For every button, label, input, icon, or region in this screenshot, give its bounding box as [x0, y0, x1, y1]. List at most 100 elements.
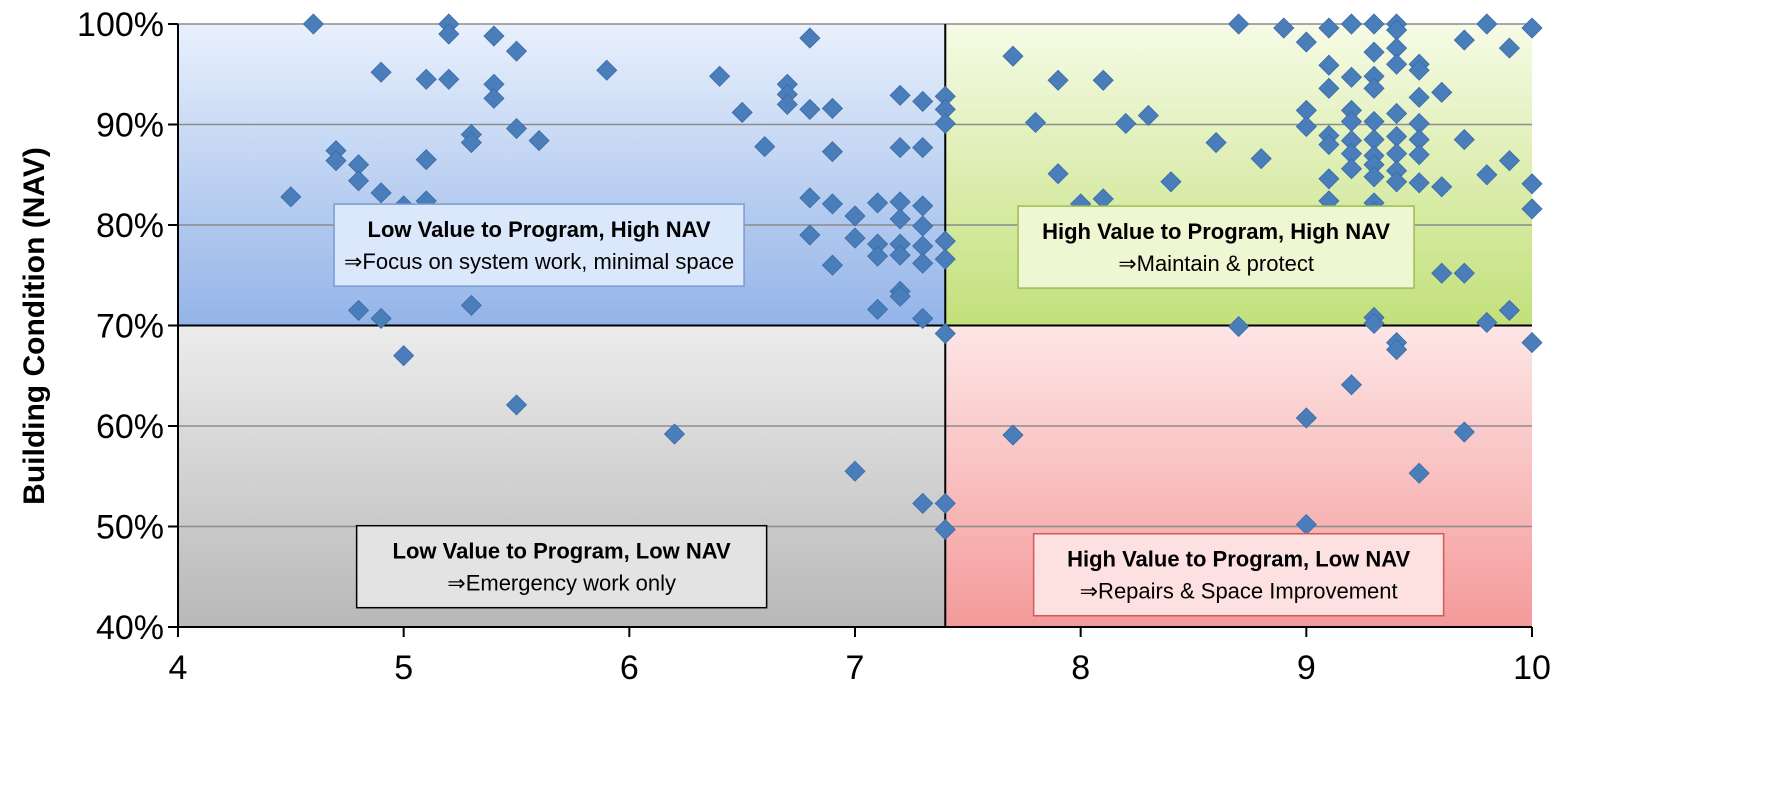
- y-tick-label: 40%: [96, 609, 164, 647]
- data-point: [709, 65, 731, 87]
- data-point: [1431, 176, 1453, 198]
- data-point: [821, 141, 843, 163]
- data-point: [889, 137, 911, 159]
- data-point: [370, 61, 392, 83]
- data-point: [1115, 112, 1137, 135]
- data-point: [912, 90, 934, 112]
- data-point: [1228, 13, 1250, 35]
- data-point: [1408, 144, 1430, 166]
- data-point: [1453, 29, 1475, 51]
- data-point: [370, 307, 392, 330]
- data-point: [1092, 69, 1114, 91]
- data-point: [1408, 462, 1430, 484]
- data-point: [799, 224, 821, 246]
- data-point: [1340, 158, 1363, 180]
- data-point: [1521, 198, 1543, 220]
- x-tick-label: 9: [1297, 649, 1316, 687]
- data-point: [1250, 148, 1272, 170]
- data-point: [1521, 17, 1543, 39]
- data-point: [799, 187, 821, 209]
- data-point: [505, 117, 528, 140]
- data-point: [1386, 53, 1408, 75]
- data-point: [1295, 407, 1317, 429]
- data-point: [1228, 315, 1250, 338]
- x-tick-label: 8: [1071, 649, 1090, 687]
- data-point: [1408, 86, 1430, 108]
- quadrant-label-box: [355, 524, 768, 609]
- data-point: [1386, 171, 1408, 193]
- quadrant-label-box: [1032, 532, 1445, 617]
- data-point: [1002, 424, 1024, 446]
- data-point: [1386, 102, 1408, 125]
- data-point: [280, 186, 302, 208]
- data-point: [1047, 69, 1069, 91]
- quadrant-label-bottom-left: Low Value to Program, Low NAV ⇒Emergency …: [355, 524, 768, 609]
- data-point: [1498, 150, 1520, 172]
- x-tick-label: 10: [1513, 649, 1551, 687]
- data-point: [1453, 421, 1475, 443]
- data-point: [1521, 173, 1543, 195]
- data-point: [1295, 31, 1317, 53]
- data-point: [1318, 54, 1340, 76]
- quadrant-label-bottom-right: High Value to Program, Low NAV ⇒Repairs &…: [1032, 532, 1445, 617]
- x-tick-label: 4: [169, 649, 188, 687]
- data-point: [1363, 41, 1385, 63]
- data-point: [438, 23, 460, 45]
- data-point: [1318, 17, 1340, 39]
- data-point: [460, 132, 482, 154]
- data-point: [1363, 166, 1385, 188]
- data-point: [1363, 77, 1385, 99]
- data-point: [889, 208, 911, 230]
- quadrant-label-top-right: High Value to Program, High NAV ⇒Maintain…: [1017, 205, 1415, 289]
- data-point: [415, 68, 437, 90]
- data-point: [1340, 13, 1363, 35]
- data-point: [1318, 77, 1340, 99]
- data-point: [1453, 129, 1475, 151]
- data-point: [754, 136, 776, 158]
- x-tick-label: 7: [846, 649, 865, 687]
- data-point: [844, 227, 866, 249]
- data-point: [867, 298, 889, 320]
- axes: 40% 50% 60% 70% 80% 90% 100% 4 5 6 7 8 9 10: [77, 6, 1551, 687]
- quadrant-label-top-left: Low Value to Program, High NAV ⇒Focus on …: [333, 203, 745, 287]
- data-point: [1453, 262, 1475, 284]
- data-point: [483, 25, 505, 47]
- data-point: [1431, 262, 1453, 284]
- data-point: [370, 182, 392, 204]
- data-point: [799, 98, 821, 120]
- data-point: [821, 254, 843, 276]
- data-point: [393, 345, 415, 367]
- data-point: [483, 87, 505, 109]
- data-point: [889, 244, 911, 266]
- data-point: [867, 192, 889, 214]
- data-point: [596, 59, 618, 81]
- quadrant-title: High Value to Program, High NAV: [1042, 219, 1390, 244]
- quadrant-action: ⇒Focus on system work, minimal space: [344, 249, 734, 274]
- data-point: [1160, 171, 1182, 193]
- data-point: [934, 492, 956, 514]
- data-point: [505, 40, 528, 62]
- data-point: [1408, 172, 1430, 194]
- quadrant-title: High Value to Program, Low NAV: [1067, 547, 1410, 572]
- data-point: [1386, 339, 1408, 361]
- data-point: [934, 112, 956, 135]
- data-point: [776, 93, 798, 115]
- data-point: [1047, 163, 1069, 185]
- data-point: [1363, 312, 1385, 335]
- data-point: [325, 150, 347, 172]
- data-point: [1205, 132, 1227, 154]
- quadrant-title: Low Value to Program, Low NAV: [393, 539, 732, 564]
- data-point: [415, 149, 437, 171]
- quadrant-label-box: [333, 203, 745, 287]
- data-point: [821, 97, 843, 119]
- quadrant-action: ⇒Repairs & Space Improvement: [1080, 579, 1398, 604]
- y-tick-label: 50%: [96, 509, 164, 547]
- data-point: [1521, 332, 1543, 354]
- data-point: [844, 205, 866, 227]
- data-point: [528, 130, 550, 152]
- data-point: [799, 27, 821, 49]
- y-axis-label: Building Condition (NAV): [18, 147, 51, 505]
- data-point: [889, 285, 911, 307]
- data-point: [1408, 59, 1430, 81]
